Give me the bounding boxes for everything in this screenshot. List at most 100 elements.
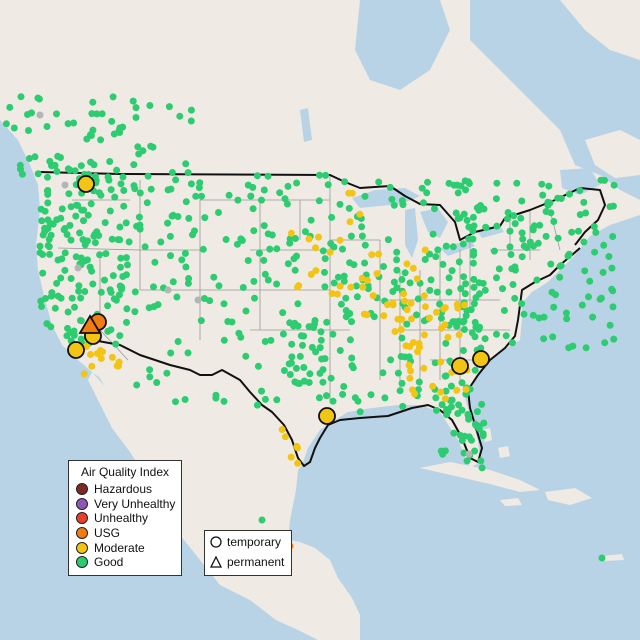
good-site <box>608 264 616 272</box>
good-site <box>393 256 401 264</box>
good-site <box>566 190 573 198</box>
good-site <box>317 336 325 344</box>
good-site <box>266 245 274 253</box>
good-site <box>75 282 83 290</box>
good-site <box>565 250 573 258</box>
good-site <box>606 321 614 329</box>
moderate-site <box>375 250 383 258</box>
good-site <box>420 199 427 207</box>
good-site <box>445 288 453 296</box>
good-site <box>380 263 387 270</box>
good-site <box>465 235 473 243</box>
good-site <box>64 120 72 128</box>
good-site <box>44 173 51 181</box>
good-site <box>167 252 174 260</box>
good-site <box>493 330 500 338</box>
good-site <box>414 295 422 303</box>
moderate-swatch <box>76 541 88 554</box>
good-site <box>151 258 159 266</box>
good-site <box>147 142 155 150</box>
good-site <box>319 366 327 374</box>
good-site <box>42 295 49 302</box>
good-site <box>544 198 552 206</box>
moderate-site <box>421 246 429 254</box>
good-site <box>143 199 151 207</box>
good-site <box>301 228 309 236</box>
good-site <box>608 285 616 293</box>
good-site <box>518 300 526 308</box>
usg-swatch <box>76 527 88 540</box>
good-site <box>582 209 590 217</box>
good-site <box>596 295 604 303</box>
aqi-legend-title: Air Quality Index <box>80 465 170 479</box>
good-site <box>610 335 618 343</box>
good-site <box>10 124 18 132</box>
good-site <box>336 347 344 354</box>
good-site <box>529 224 537 232</box>
good-site <box>470 275 478 283</box>
good-site <box>53 279 61 287</box>
good-site <box>433 288 441 296</box>
good-site <box>185 214 193 222</box>
good-site <box>403 320 411 328</box>
good-site <box>97 191 105 199</box>
good-site <box>329 397 337 405</box>
good-site <box>97 288 105 296</box>
good-site <box>340 272 348 280</box>
moderate-site <box>408 315 416 323</box>
good-site <box>568 228 576 236</box>
good-site <box>215 282 223 290</box>
good-site <box>387 356 395 364</box>
good-site <box>68 294 76 302</box>
good-site <box>31 153 39 161</box>
good-site <box>224 318 232 325</box>
good-site <box>398 197 406 205</box>
good-site <box>455 258 463 266</box>
good-site <box>509 339 516 347</box>
good-site <box>452 209 460 217</box>
good-site <box>499 285 506 293</box>
good-site <box>47 323 55 331</box>
good-site <box>123 318 130 326</box>
good-site <box>111 193 119 201</box>
moderate-site <box>287 453 295 461</box>
good-site <box>63 332 71 340</box>
moderate-site <box>407 367 414 375</box>
good-site <box>90 161 98 169</box>
temporary-monitor <box>472 350 490 368</box>
good-site <box>288 340 296 348</box>
moderate-site <box>307 270 315 278</box>
good-site <box>547 260 555 268</box>
good-site <box>210 273 218 281</box>
moderate-site <box>403 260 411 268</box>
good-site <box>172 398 179 406</box>
moderate-site <box>462 385 470 393</box>
good-site <box>253 172 261 180</box>
good-site <box>340 383 348 390</box>
good-site <box>131 308 139 316</box>
good-site <box>268 231 276 239</box>
good-site <box>519 235 527 243</box>
good-site <box>113 166 121 174</box>
good-site <box>290 322 298 330</box>
good-site <box>18 170 26 178</box>
good-site <box>339 390 347 398</box>
good-site <box>418 184 426 192</box>
good-site <box>34 170 42 178</box>
permanent-label: permanent <box>227 555 285 569</box>
good-site <box>511 294 519 302</box>
good-site <box>463 307 471 315</box>
good-site <box>96 251 104 259</box>
good-site <box>48 289 56 297</box>
good-site <box>46 220 54 228</box>
good-site <box>478 400 486 408</box>
good-site <box>91 239 99 247</box>
good-site <box>247 192 255 200</box>
good-site <box>341 178 349 186</box>
legend-label: Hazardous <box>94 482 153 497</box>
good-site <box>424 178 431 186</box>
good-site <box>306 370 314 378</box>
good-site <box>288 353 296 361</box>
good-site <box>339 245 346 253</box>
good-site <box>46 250 54 258</box>
